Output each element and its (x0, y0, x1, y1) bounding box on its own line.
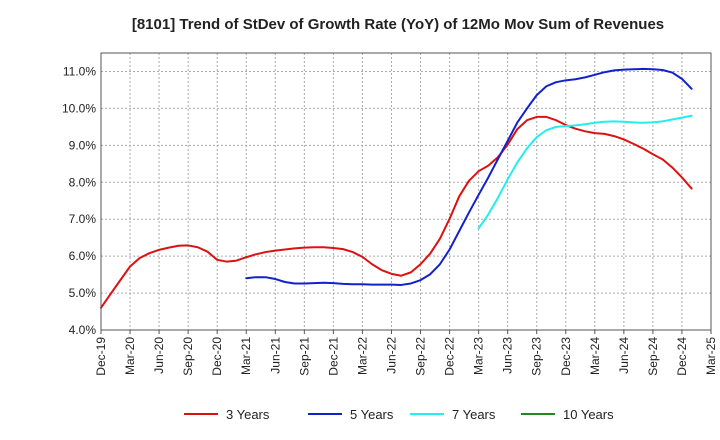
y-tick-label: 8.0% (69, 175, 97, 189)
x-tick-label: Mar-22 (355, 337, 369, 375)
x-tick-label: Jun-20 (152, 337, 166, 374)
legend-label: 7 Years (452, 407, 496, 422)
x-tick-label: Mar-25 (704, 337, 718, 375)
y-tick-label: 7.0% (69, 212, 97, 226)
series-line-3-years (100, 115, 693, 309)
x-tick-label: Sep-22 (414, 337, 428, 376)
x-tick-label: Jun-24 (617, 337, 631, 374)
x-tick-label: Jun-21 (268, 337, 282, 374)
x-tick-label: Dec-20 (210, 337, 224, 376)
plot-area (101, 53, 711, 330)
series-line-7-years (477, 114, 693, 230)
series-line-5-years (245, 67, 693, 286)
grid-lines (100, 53, 712, 331)
x-tick-label: Jun-22 (384, 337, 398, 374)
x-tick-label: Mar-20 (123, 337, 137, 375)
x-tick-label: Sep-21 (297, 337, 311, 376)
x-tick-label: Sep-24 (646, 337, 660, 376)
legend-label: 5 Years (350, 407, 394, 422)
x-axis-ticks: Dec-19 Mar-20 Jun-20 Sep-20 Dec-20 Mar-21 Jun-… (94, 330, 718, 376)
y-tick-label: 9.0% (69, 138, 97, 152)
y-tick-label: 11.0% (63, 64, 96, 78)
x-tick-label: Dec-21 (326, 337, 340, 376)
y-axis-ticks: 4.0% 5.0% 6.0% 7.0% 8.0% 9.0% 10.0% 11.0% (62, 64, 96, 337)
x-tick-label: Sep-23 (530, 337, 544, 376)
x-tick-label: Sep-20 (181, 337, 195, 376)
x-tick-label: Mar-24 (588, 337, 602, 375)
y-tick-label: 5.0% (69, 286, 97, 300)
chart-title: [8101] Trend of StDev of Growth Rate (Yo… (132, 16, 664, 33)
y-tick-label: 6.0% (69, 249, 97, 263)
legend-label: 10 Years (563, 407, 614, 422)
x-tick-label: Dec-22 (443, 337, 457, 376)
x-tick-label: Dec-19 (94, 337, 108, 376)
x-tick-label: Jun-23 (501, 337, 515, 374)
plot-frame (100, 52, 712, 331)
legend: 3 Years 5 Years 7 Years 10 Years (184, 407, 614, 422)
y-tick-label: 4.0% (69, 323, 97, 337)
x-tick-label: Dec-24 (675, 337, 689, 376)
legend-label: 3 Years (226, 407, 270, 422)
x-tick-label: Mar-21 (239, 337, 253, 375)
x-tick-label: Mar-23 (472, 337, 486, 375)
x-tick-label: Dec-23 (559, 337, 573, 376)
y-tick-label: 10.0% (62, 101, 96, 115)
data-series (100, 67, 693, 309)
